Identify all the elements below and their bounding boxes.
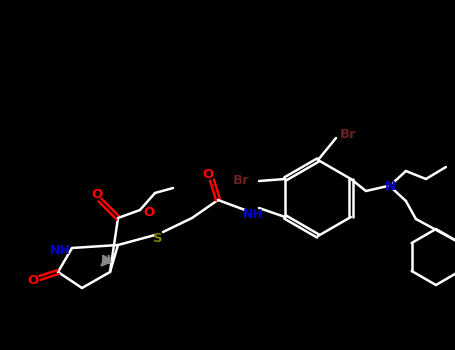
Polygon shape	[101, 256, 111, 266]
Text: NH: NH	[243, 208, 263, 220]
Text: Br: Br	[339, 127, 356, 140]
Text: NH: NH	[50, 245, 71, 258]
Text: O: O	[202, 168, 214, 181]
Text: S: S	[153, 231, 163, 245]
Text: Br: Br	[233, 174, 249, 187]
Text: N: N	[384, 180, 395, 193]
Text: O: O	[27, 273, 39, 287]
Text: O: O	[91, 188, 103, 201]
Text: H: H	[101, 253, 111, 266]
Text: O: O	[143, 205, 155, 218]
